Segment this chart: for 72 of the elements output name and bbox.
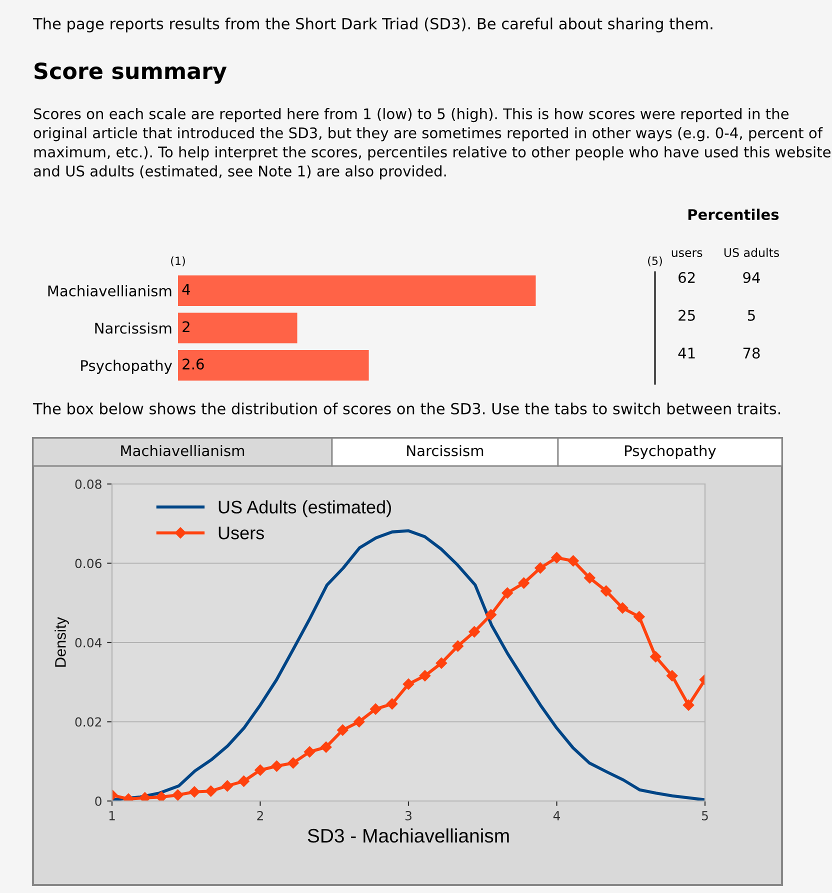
data-label: 62 — [678, 272, 695, 284]
y-tick-label: Narcissism — [95, 322, 172, 334]
x-axis-title: SD3 - Machiavellianism — [308, 828, 509, 843]
x-tick-label: 3 — [405, 810, 412, 820]
text: Narcissism — [407, 444, 484, 456]
point — [156, 791, 167, 801]
y-axis-title: Density — [54, 617, 69, 667]
text: The box below shows the distribution of scores on the SD3. Use the tabs to switch between traits. — [32, 402, 780, 414]
point — [386, 698, 398, 710]
point — [551, 552, 562, 564]
x-tick-label: 2 — [257, 810, 263, 820]
y-tick-label: Machiavellianism — [48, 285, 172, 296]
legend-label: US Adults (estimated) — [218, 500, 391, 518]
point — [238, 776, 250, 787]
data-label: 78 — [743, 348, 760, 359]
chart-title: Score summary — [34, 62, 227, 84]
data-label: 5 — [748, 310, 755, 321]
point — [634, 611, 645, 622]
point — [139, 792, 151, 801]
point — [222, 780, 233, 792]
point — [304, 746, 316, 758]
point — [584, 572, 596, 584]
point — [485, 609, 497, 620]
point — [666, 670, 678, 682]
x-tick-label: 5 — [702, 811, 708, 820]
point — [172, 789, 184, 801]
data-label: 25 — [678, 310, 695, 321]
point — [337, 724, 348, 736]
y-tick-label: 0.06 — [75, 558, 102, 568]
point — [419, 670, 431, 682]
text: Percentiles — [688, 208, 779, 220]
point — [271, 760, 282, 772]
x-tick-label: (1) — [171, 256, 185, 266]
data-label: 2 — [182, 321, 190, 332]
point — [452, 640, 464, 652]
point — [468, 626, 480, 638]
chart-subtitle: Scores on each scale are reported here from 1 (low) to 5 (high). This is how scores were reported in the original article that introduced the SD3, but they are sometimes reported in other ways (e.g. 0-4, percent of maximum, etc.). To help interpret the scores, percentiles relative to other people who have used this website and US adults (estimated, see Note 1) are also provided. — [34, 108, 830, 180]
y-tick-label: 0.04 — [75, 638, 102, 648]
y-tick-label: 0.08 — [75, 479, 102, 489]
text: Machiavellianism — [121, 444, 244, 456]
y-tick-label: 0 — [95, 796, 102, 806]
point — [320, 742, 332, 753]
y-tick-label: 0.02 — [75, 717, 102, 727]
x-tick-label: 4 — [553, 811, 560, 820]
point — [354, 716, 365, 728]
point — [518, 577, 530, 589]
data-label: 2.6 — [182, 358, 204, 370]
point — [534, 562, 546, 574]
legend-label: Users — [218, 526, 264, 540]
point — [188, 786, 200, 798]
category-label: US adults — [724, 248, 780, 258]
point — [650, 651, 662, 662]
data-label: 94 — [743, 272, 760, 284]
point — [370, 703, 382, 715]
point — [205, 785, 216, 797]
x-tick-label: (5) — [648, 256, 662, 266]
point — [502, 587, 513, 599]
point — [682, 700, 694, 711]
data-label: 4 — [182, 284, 190, 295]
point — [616, 602, 628, 614]
point — [568, 555, 579, 566]
category-label: users — [672, 250, 702, 258]
point — [600, 585, 612, 597]
text: Psychopathy — [625, 444, 716, 460]
y-tick-label: Psychopathy — [81, 360, 172, 374]
point — [402, 678, 414, 690]
text: The page reports results from the Short Dark Triad (SD3). Be careful about sharing them. — [32, 18, 712, 32]
point — [254, 764, 266, 776]
point — [288, 757, 299, 769]
x-tick-label: 1 — [109, 811, 115, 820]
data-label: 41 — [678, 348, 695, 358]
point — [436, 658, 448, 669]
